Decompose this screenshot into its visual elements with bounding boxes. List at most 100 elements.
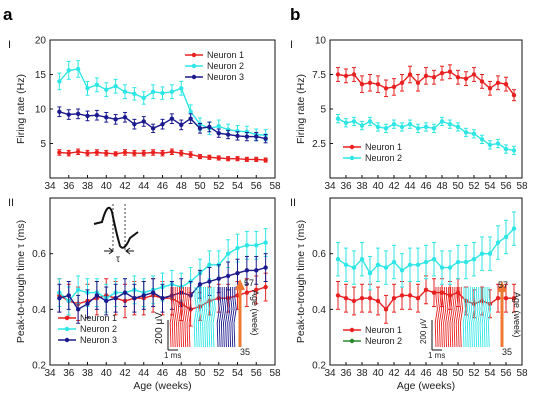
waveform-trace-inset-b-1-3 (469, 287, 473, 348)
waveform-trace-inset-a-0-1 (171, 287, 175, 348)
x-tick-label-b2-44: 44 (404, 368, 416, 379)
data-point-b1-1-18 (479, 79, 485, 84)
data-point-a2-2-21 (254, 243, 259, 248)
waveform-trace-inset-b-1-7 (477, 287, 481, 348)
data-point-b2-1-8 (399, 293, 405, 298)
legend-label-a2-1: Neuron 1 (80, 313, 117, 323)
data-point-b2-2-5 (375, 262, 381, 267)
x-tick-label-b2-36: 36 (340, 368, 352, 379)
data-point-a2-3-18 (225, 273, 231, 279)
waveform-trace-inset-a-0-3 (176, 287, 180, 348)
series-a2-3 (57, 253, 268, 324)
data-point-a1-3-9 (141, 119, 146, 124)
x-tick-label-b2-56: 56 (500, 368, 512, 379)
waveform-trace-inset-b-0-1 (436, 287, 440, 348)
waveform-trace-inset-a-2-2 (220, 287, 225, 348)
y-tick-label-b2-0.2: 0.2 (312, 361, 326, 372)
data-point-b1-1-1 (343, 73, 349, 79)
data-point-b1-1-6 (383, 86, 389, 91)
data-point-a1-3-21 (254, 134, 259, 139)
x-tick-label-a1-44: 44 (138, 181, 150, 192)
data-point-b2-2-10 (415, 262, 421, 267)
data-point-b1-1-5 (375, 81, 381, 87)
data-point-b2-2-21 (503, 234, 509, 240)
legend-marker-a2-1 (64, 315, 70, 321)
data-point-b1-2-6 (383, 126, 389, 131)
data-point-b2-2-15 (455, 259, 461, 265)
data-point-a1-1-18 (225, 156, 231, 161)
data-point-a1-2-8 (132, 91, 137, 97)
data-point-a1-1-11 (160, 150, 165, 156)
data-point-a1-1-12 (169, 149, 175, 154)
data-point-a1-3-7 (122, 115, 128, 120)
y-tick-label-a2-0.2: 0.2 (32, 361, 46, 372)
x-tick-label-a1-54: 54 (232, 181, 244, 192)
y-axis-label-a2: Peak-to-trough time τ (ms) (15, 220, 27, 343)
legend-marker-a1-2 (191, 63, 197, 69)
y-tick-label-b1-2.5: 2.5 (312, 139, 326, 150)
data-point-b2-2-3 (359, 257, 365, 262)
data-point-a1-2-5 (104, 87, 109, 92)
x-tick-label-a2-36: 36 (63, 368, 75, 379)
x-axis-label-b2: Age (weeks) (397, 380, 455, 392)
data-point-b2-2-11 (423, 259, 429, 265)
waveform-trace-inset-a-1-1 (195, 287, 199, 348)
plots-layer: 34 36 38 40 42 44 46 48 50 52 54 56 58 5 10 15 20 Firing … (15, 36, 528, 393)
data-point-a1-3-12 (169, 116, 175, 121)
data-point-a2-3-16 (207, 279, 212, 284)
data-point-a1-1-10 (150, 150, 156, 155)
waveform-trace-inset-a-2-7 (231, 287, 235, 348)
legend-label-b2-2: Neuron 2 (365, 336, 402, 346)
waveform-trace-inset-b-1-12 (487, 287, 492, 348)
data-point-a2-2-2 (75, 287, 81, 293)
data-point-b1-1-19 (487, 86, 493, 91)
data-point-a2-3-22 (263, 265, 268, 270)
waveform-trace-inset-a-1-7 (208, 287, 212, 348)
data-point-b1-1-15 (455, 75, 461, 80)
series-b2-2 (335, 211, 517, 291)
data-point-b1-2-11 (423, 124, 429, 130)
x-axis-label-a2: Age (weeks) (133, 380, 191, 392)
waveform-trace-inset-a-1-8 (210, 287, 214, 348)
waveform-stack-inset-b: 200 μV 1 ms 57 35 Age (week) (419, 280, 522, 360)
data-point-b2-2-22 (511, 226, 517, 231)
x-tick-label-b2-42: 42 (388, 368, 400, 379)
waveform-trace-inset-b-0-8 (451, 287, 455, 348)
data-point-a1-3-22 (263, 136, 268, 141)
data-point-b1-1-3 (359, 81, 365, 87)
series-a1-3 (57, 106, 268, 144)
age-arrowhead-a (235, 279, 245, 290)
data-point-a1-3-4 (94, 113, 100, 118)
data-point-a2-3-6 (113, 296, 118, 301)
y-tick-label-a1-10: 10 (35, 105, 47, 116)
data-point-b1-2-3 (359, 123, 365, 128)
y-axis-label-b1: Firing rate (Hz) (295, 74, 307, 144)
data-point-a1-3-17 (216, 130, 221, 136)
data-point-b2-2-18 (479, 251, 485, 256)
legend-marker-b2-2 (349, 338, 355, 344)
data-point-b1-2-22 (511, 148, 517, 153)
waveform-trace-inset-b-0-12 (459, 287, 464, 348)
legend-marker-b1-2 (349, 155, 355, 161)
data-point-b2-1-22 (511, 296, 517, 301)
x-tick-label-a1-46: 46 (157, 181, 169, 192)
data-point-b2-1-1 (343, 296, 349, 301)
x-tick-label-b2-34: 34 (324, 368, 336, 379)
data-point-a1-1-14 (188, 152, 193, 157)
data-point-a1-3-8 (132, 121, 137, 127)
data-point-a1-1-9 (141, 150, 146, 156)
data-point-a1-1-15 (197, 154, 203, 159)
waveform-trace-inset-b-0-5 (445, 287, 449, 348)
waveform-trace-inset-a-0-6 (182, 287, 186, 348)
x-tick-label-b1-54: 54 (484, 181, 496, 192)
data-point-a2-2-16 (207, 262, 212, 267)
data-point-a1-3-5 (104, 115, 109, 120)
x-tick-label-a1-58: 58 (269, 181, 281, 192)
data-point-b2-1-7 (391, 296, 397, 301)
data-point-b2-2-9 (407, 262, 413, 267)
data-point-a1-1-2 (75, 149, 81, 154)
waveform-trace-inset-b-0-7 (449, 287, 453, 348)
data-point-a2-1-21 (254, 287, 259, 293)
age-min-label-b: 35 (502, 347, 512, 357)
